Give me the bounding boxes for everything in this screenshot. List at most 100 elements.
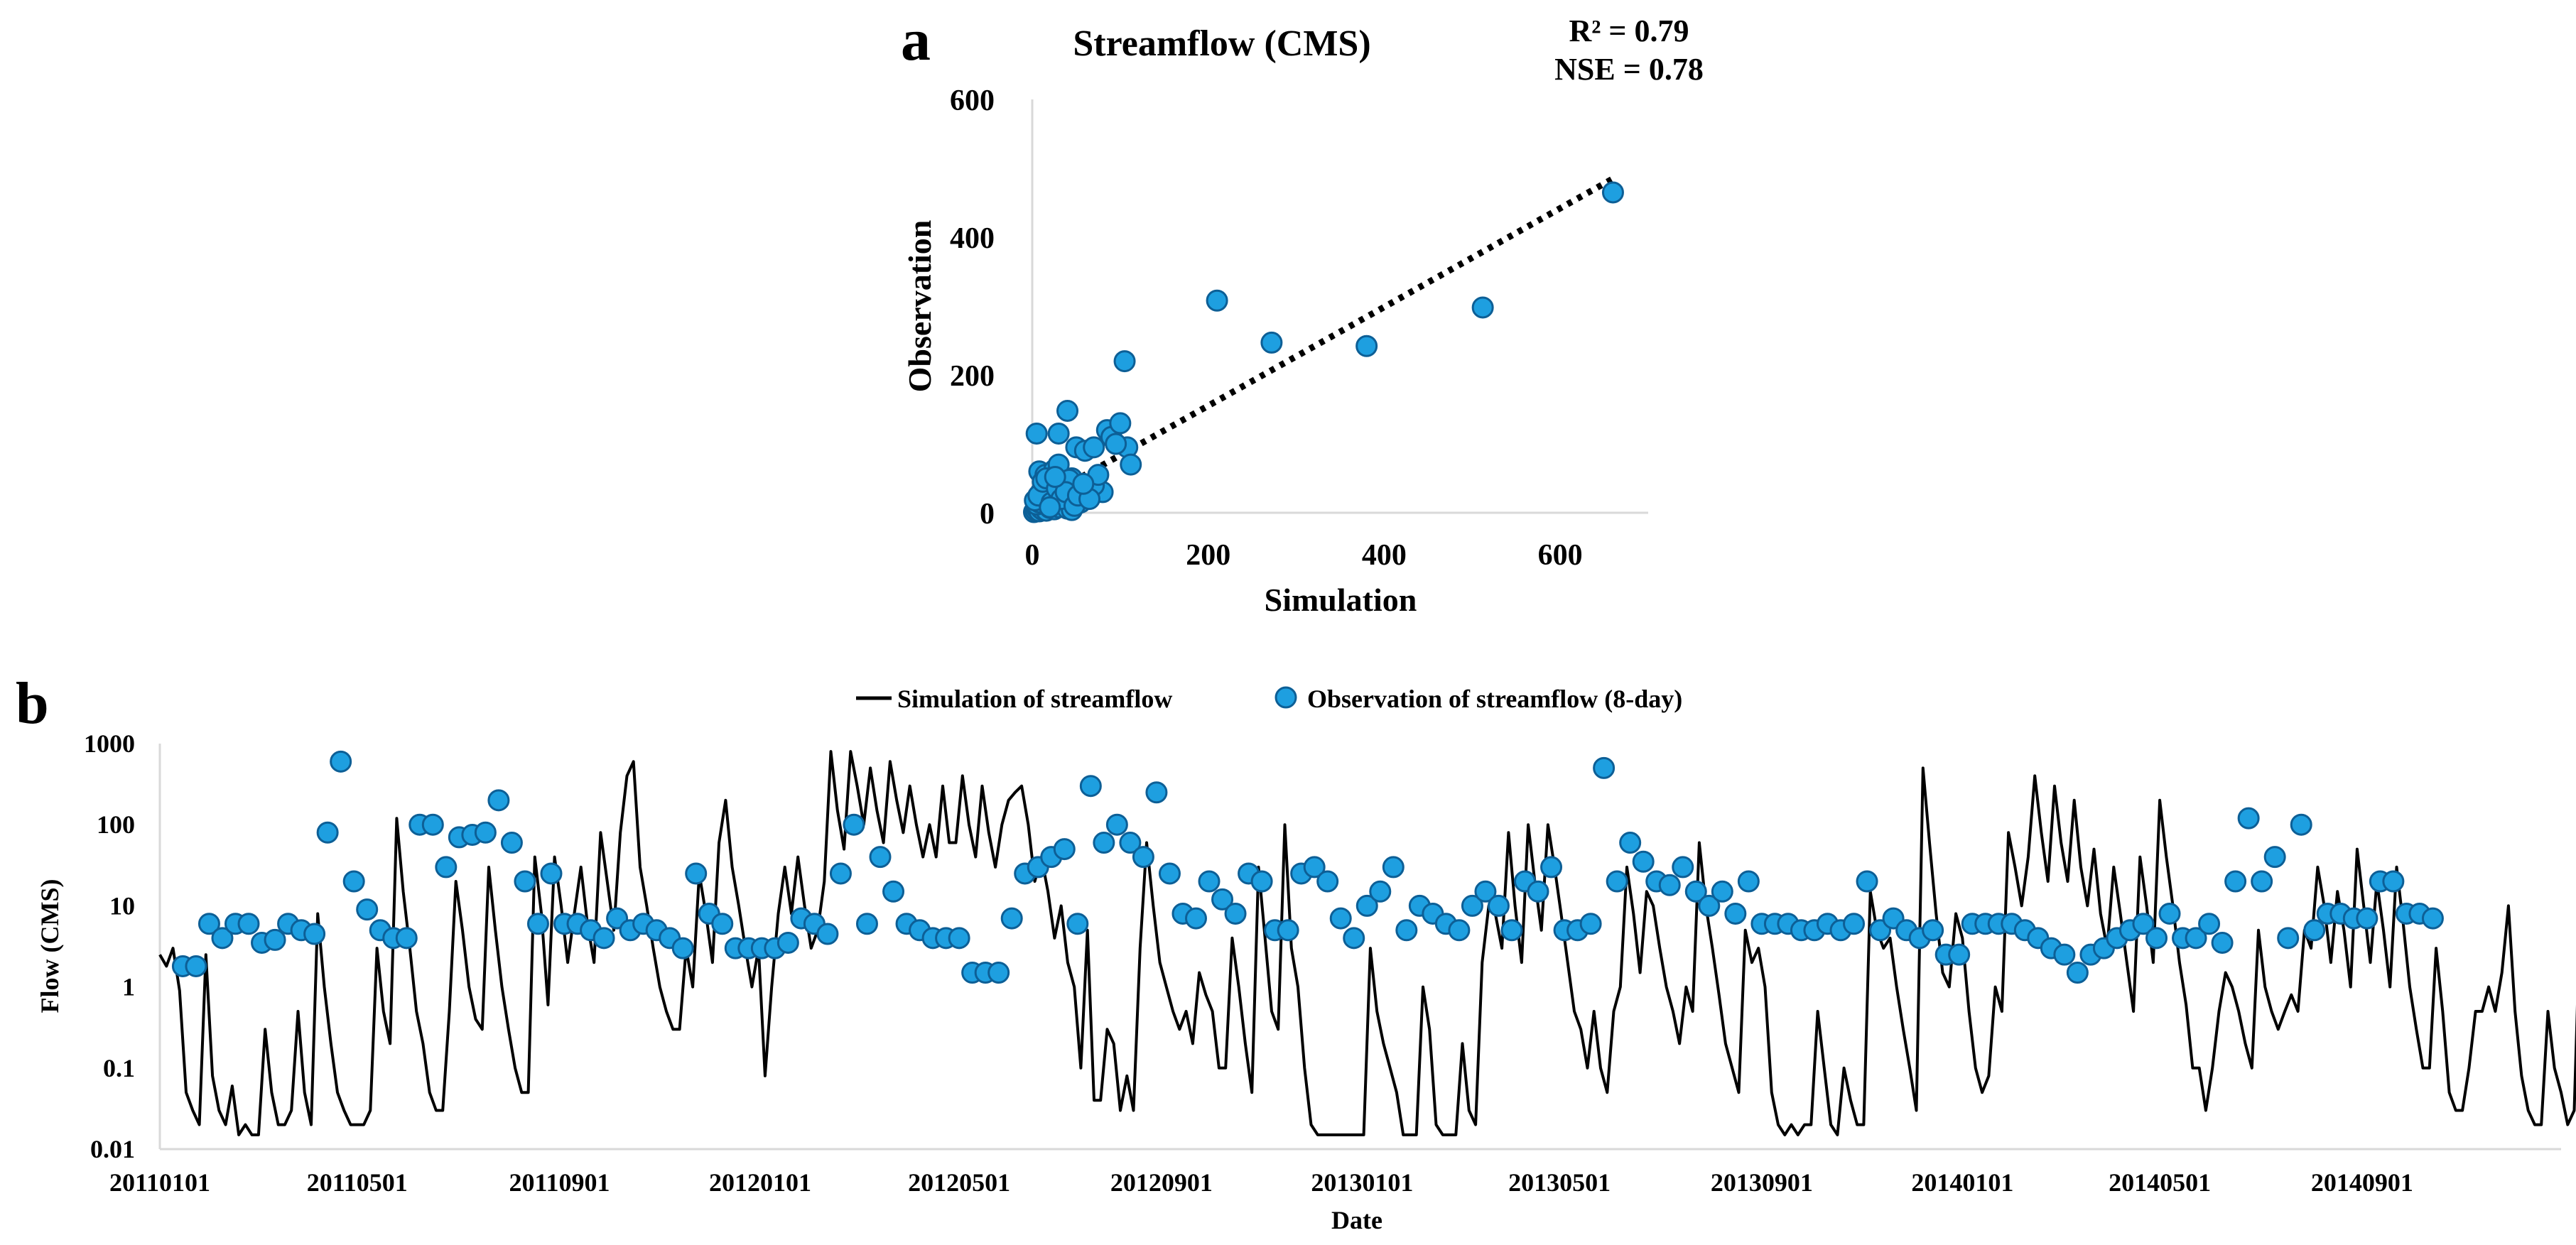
observation-point <box>435 856 458 879</box>
scatter-point <box>1206 289 1228 312</box>
observation-point <box>829 862 852 885</box>
observation-point <box>1698 894 1721 917</box>
scatter-point <box>1109 412 1132 435</box>
scatter-x-tick: 600 <box>1538 539 1583 572</box>
observation-point <box>1224 902 1247 925</box>
observation-point <box>540 862 563 885</box>
observation-point <box>1684 880 1707 903</box>
observation-point <box>2132 913 2155 935</box>
observation-point <box>1343 927 1365 950</box>
timeseries-panel: b Simulation of streamflow Observation o… <box>16 670 2576 1234</box>
observation-point <box>303 923 326 945</box>
scatter-y-label: Observation <box>902 220 938 393</box>
observation-point <box>2224 870 2247 893</box>
simulation-line <box>158 750 2576 1136</box>
flow-x-tick: 20110101 <box>109 1168 210 1197</box>
flow-y-tick: 1000 <box>84 729 135 758</box>
scatter-point <box>1260 331 1283 354</box>
observation-point <box>855 913 878 935</box>
panel-b-label: b <box>16 670 49 736</box>
observation-point <box>330 750 352 773</box>
observation-point <box>2290 813 2312 836</box>
flow-x-label: Date <box>1331 1206 1382 1234</box>
scatter-point <box>1355 335 1378 357</box>
flow-x-tick: 20130901 <box>1711 1168 1813 1197</box>
observation-point <box>264 928 286 951</box>
observation-point <box>2303 919 2326 942</box>
observation-point <box>592 927 615 950</box>
observation-point <box>776 931 799 954</box>
observation-point <box>1474 880 1497 903</box>
observation-point <box>1382 856 1405 879</box>
scatter-point <box>1601 181 1624 204</box>
observation-point <box>671 937 694 959</box>
r2-label: R² = 0.79 <box>1569 13 1689 48</box>
flow-y-tick: 0.1 <box>103 1054 135 1082</box>
observation-point <box>2421 907 2444 930</box>
observation-point <box>685 862 708 885</box>
observation-point <box>869 846 892 869</box>
observation-point <box>1277 919 1299 942</box>
observation-point <box>2356 907 2379 930</box>
observation-point <box>2185 927 2207 950</box>
observation-point <box>1145 781 1168 804</box>
observation-point <box>1066 913 1089 935</box>
observation-point <box>1856 870 1878 893</box>
scatter-point <box>1113 350 1136 373</box>
observation-point <box>2066 961 2089 984</box>
scatter-y-tick: 200 <box>950 360 995 393</box>
scatter-point <box>1105 433 1127 455</box>
observation-point <box>1000 907 1023 930</box>
trendline <box>1030 175 1615 508</box>
observation-point <box>1632 850 1655 873</box>
legend: Simulation of streamflow Observation of … <box>856 685 1682 713</box>
observation-point <box>1119 832 1142 854</box>
flow-y-tick: 1 <box>122 973 135 1001</box>
scatter-x-label: Simulation <box>1265 582 1417 618</box>
scatter-point <box>1083 436 1105 459</box>
observation-point <box>211 927 234 950</box>
scatter-x-tick: 200 <box>1186 539 1230 572</box>
observation-point <box>1355 894 1378 917</box>
observation-point <box>1724 902 1747 925</box>
observation-point <box>882 880 905 903</box>
flow-y-tick: 10 <box>109 891 135 920</box>
observation-point <box>1303 856 1326 879</box>
observation-point <box>1053 838 1076 861</box>
observation-point <box>500 832 523 854</box>
observation-point <box>2382 870 2405 893</box>
flow-x-tick: 20140901 <box>2311 1168 2413 1197</box>
observation-point <box>1329 907 1352 930</box>
observation-point <box>421 813 444 836</box>
flow-x-tick: 20130501 <box>1508 1168 1611 1197</box>
observation-point <box>342 870 365 893</box>
observation-point <box>1948 943 1971 966</box>
flow-x-tick: 20120101 <box>709 1168 811 1197</box>
observation-point <box>487 789 510 812</box>
observation-point <box>1487 894 1510 917</box>
flow-x-tick: 20120901 <box>1110 1168 1213 1197</box>
observation-point <box>1395 919 1418 942</box>
observation-point <box>185 955 207 977</box>
observation-point <box>711 913 734 935</box>
flow-y-label: Flow (CMS) <box>36 879 64 1013</box>
observation-point <box>1461 894 1483 917</box>
flow-x-tick: 20130101 <box>1311 1168 1413 1197</box>
scatter-y-tick: 400 <box>950 222 995 255</box>
scatter-panel: a Streamflow (CMS) R² = 0.79 NSE = 0.78 … <box>901 7 1704 618</box>
observation-point <box>1448 919 1471 942</box>
observation-point <box>1737 870 1760 893</box>
observation-point <box>316 821 339 844</box>
observation-point <box>1672 856 1694 879</box>
observation-point <box>2053 943 2076 966</box>
scatter-y-tick: 600 <box>950 85 995 117</box>
scatter-point <box>1120 453 1142 476</box>
observation-point <box>1579 913 1602 935</box>
observation-point <box>197 913 220 935</box>
observation-point <box>526 913 549 935</box>
observation-point <box>1316 870 1339 893</box>
flow-y-tick: 100 <box>97 810 135 839</box>
observation-point <box>2277 927 2300 950</box>
observation-point <box>816 923 839 945</box>
